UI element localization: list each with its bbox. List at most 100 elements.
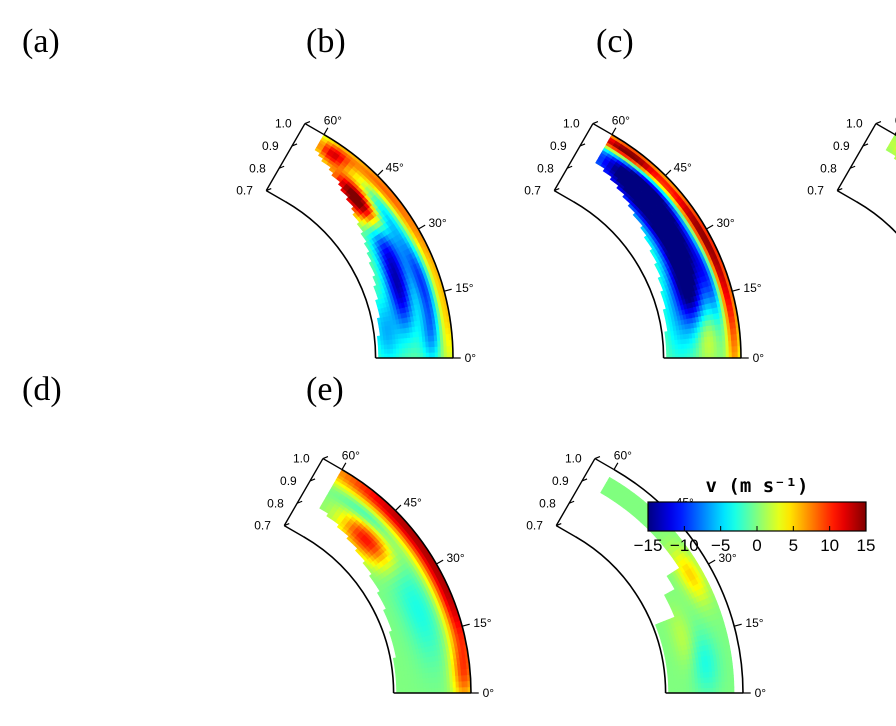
heatmap-cell <box>728 657 733 665</box>
radius-axis-connector <box>265 189 286 203</box>
heatmap-cell <box>378 348 382 354</box>
heatmap-cell <box>407 683 412 689</box>
heatmap-cell <box>449 686 454 694</box>
heatmap-cell <box>419 682 424 689</box>
heatmap-cell <box>425 682 430 689</box>
heatmap-cell <box>716 346 721 353</box>
heatmap-cell <box>428 352 433 359</box>
heatmap-cell <box>703 682 708 689</box>
heatmap-cell <box>713 352 718 359</box>
heatmap-cell <box>452 686 457 694</box>
latitude-tick-label: 0° <box>465 351 477 365</box>
radius-axis-connector <box>836 189 857 203</box>
panel-e: 1.0 0.9 0.8 0.7 60° 45° 30° 15° 0° (e) <box>306 371 766 700</box>
heatmap-cell <box>381 348 385 354</box>
heatmap-cell <box>730 674 735 682</box>
heatmap-cell <box>437 687 442 694</box>
latitude-tick-label: 45° <box>674 160 692 174</box>
panel-c: 1.00.90.80.760°45°30°15°0°(c) <box>596 23 896 234</box>
radius-axis-connector <box>322 457 343 471</box>
heatmap-cell <box>443 351 448 359</box>
heatmap-cell <box>399 683 403 689</box>
heatmap-cell <box>434 351 439 359</box>
latitude-tick-label: 15° <box>743 281 761 295</box>
radius-tick-label: 0.8 <box>820 161 837 175</box>
heatmap-cell <box>730 680 735 688</box>
latitude-tick <box>611 127 617 135</box>
heatmap-cell <box>461 686 466 694</box>
radius-tick <box>579 143 586 147</box>
heatmap-cell <box>683 347 688 354</box>
panel-label: (e) <box>306 371 344 408</box>
latitude-tick <box>708 559 716 565</box>
heatmap-cell <box>715 681 720 688</box>
heatmap-cell <box>689 347 694 354</box>
radius-tick-label: 0.9 <box>552 474 569 488</box>
heatmap-cell <box>413 347 418 354</box>
heatmap-cell <box>607 476 616 484</box>
heatmap-cell <box>710 346 715 353</box>
radius-tick-label: 0.9 <box>550 139 567 153</box>
latitude-tick-label: 0° <box>755 686 767 700</box>
colorbar-tick-label: −5 <box>711 536 730 555</box>
radius-tick-label: 1.0 <box>565 452 582 466</box>
radius-tick <box>266 188 272 192</box>
heatmap-cell <box>700 682 705 689</box>
radius-axis-connector <box>875 122 896 136</box>
outer-arc <box>341 468 472 694</box>
heatmap-cell <box>724 686 729 694</box>
heatmap-cell <box>686 347 691 354</box>
outer-arc <box>611 133 742 359</box>
heatmap-cell <box>677 348 682 354</box>
heatmap-cell <box>458 680 463 688</box>
radius-tick-label: 0.8 <box>267 496 284 510</box>
heatmap-cell <box>410 683 415 689</box>
latitude-tick <box>732 288 740 292</box>
heatmap-cell <box>425 346 430 353</box>
radius-tick-label: 0.9 <box>833 139 850 153</box>
heatmap-cell <box>440 681 445 688</box>
heatmap-cell <box>669 348 673 354</box>
radius-tick-label: 0.9 <box>280 474 297 488</box>
heatmap-cell <box>680 348 685 354</box>
radius-tick <box>322 456 329 460</box>
heatmap-cell <box>666 348 670 354</box>
radius-axis-connector <box>592 122 613 136</box>
heatmap-cell <box>674 683 678 689</box>
radius-tick-label: 0.7 <box>254 519 271 533</box>
latitude-tick-label: 30° <box>446 551 464 565</box>
heatmap-cell <box>727 686 732 694</box>
heatmap-cell <box>697 682 702 689</box>
latitude-tick-label: 45° <box>386 160 404 174</box>
radius-tick <box>566 165 573 169</box>
heatmap-cell <box>402 683 406 689</box>
heatmap-cell <box>437 351 442 359</box>
radius-axis-connector <box>304 122 325 136</box>
colorbar-tick-label: 0 <box>752 536 761 555</box>
heatmap-cell <box>725 351 730 359</box>
heatmap-cell <box>416 352 421 359</box>
radius-tick-label: 0.9 <box>262 139 279 153</box>
radius-tick-label: 0.8 <box>539 496 556 510</box>
latitude-tick <box>462 623 470 627</box>
latitude-tick <box>444 288 452 292</box>
heatmap-cell <box>440 687 445 694</box>
latitude-tick-label: 0° <box>483 686 495 700</box>
heatmap-cell <box>416 346 421 354</box>
panel-d: 1.0 0.9 0.8 0.7 60° 45° 30° 15° 0° (d) <box>22 371 494 700</box>
heatmap-cell <box>704 346 709 354</box>
radius-axis <box>553 123 594 191</box>
heatmap-cell <box>440 351 445 359</box>
radius-tick <box>875 121 882 125</box>
heatmap-cell <box>437 681 442 688</box>
heatmap-cell <box>718 687 723 694</box>
heatmap-cell <box>727 651 732 659</box>
heatmap-cell <box>704 352 709 359</box>
heatmap-cell <box>718 681 723 688</box>
latitude-tick-label: 30° <box>718 551 736 565</box>
latitude-tick <box>436 559 444 565</box>
latitude-tick-label: 60° <box>895 114 896 128</box>
heatmap-cell <box>729 668 734 676</box>
heatmap-cell <box>422 346 427 353</box>
panel-a: 1.0 0.9 0.8 0.7 60° 45° 30° 15° 0° (a) <box>22 23 476 365</box>
